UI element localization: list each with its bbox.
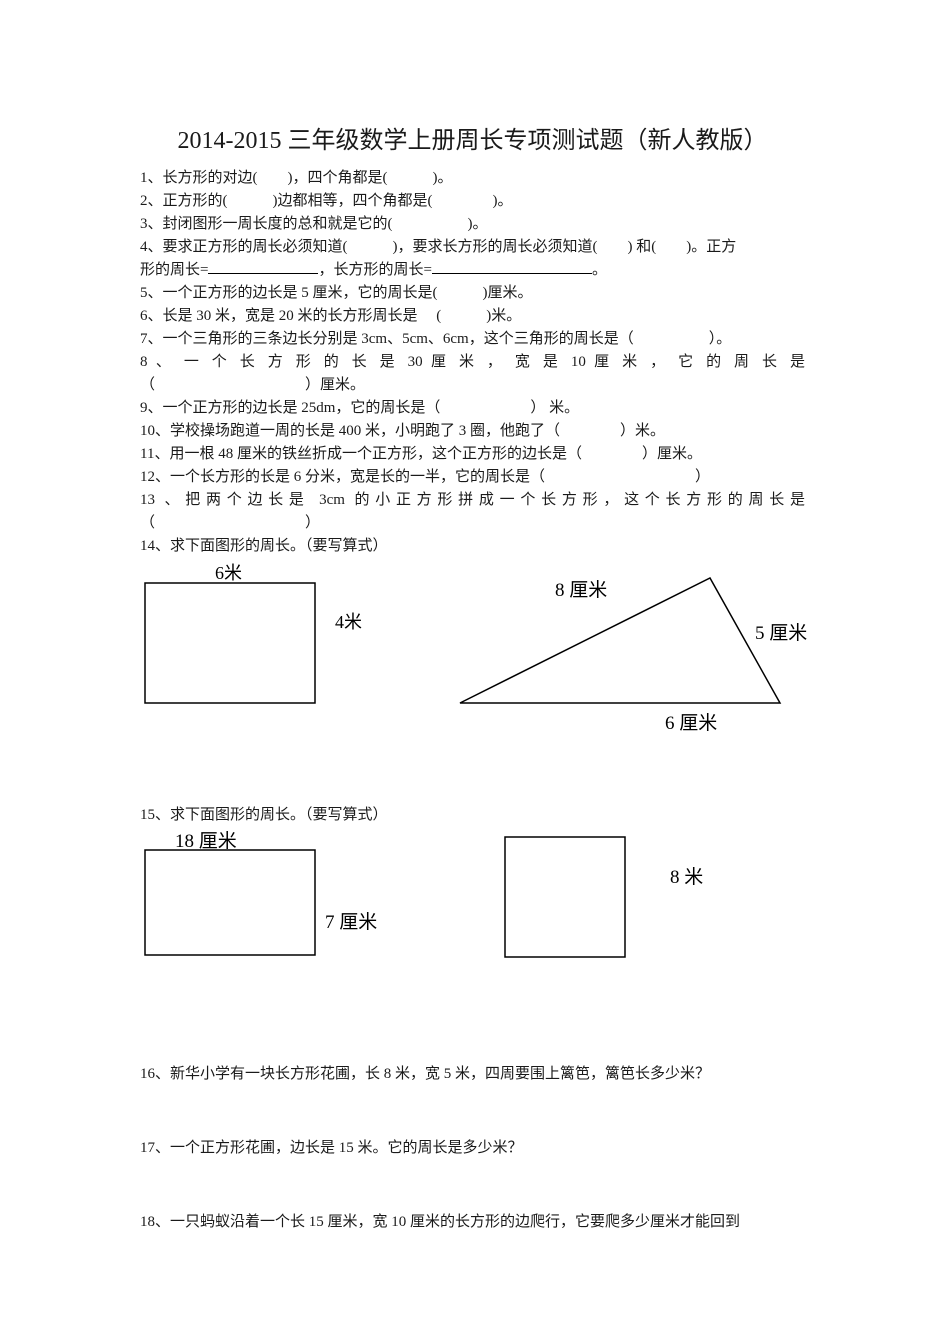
question-2: 2、正方形的( )边都相等，四个角都是( )。 xyxy=(140,190,805,212)
question-9: 9、一个正方形的边长是 25dm，它的周长是（ ） 米。 xyxy=(140,397,805,419)
question-12: 12、一个长方形的长是 6 分米，宽是长的一半，它的周长是（ ） xyxy=(140,466,805,488)
rectangle-figure-15a: 18 厘米 7 厘米 xyxy=(140,832,400,982)
question-15: 15、求下面图形的周长。（要写算式） xyxy=(140,804,805,826)
question-5: 5、一个正方形的边长是 5 厘米，它的周长是( )厘米。 xyxy=(140,282,805,304)
question-6: 6、长是 30 米，宽是 20 米的长方形周长是 ( )米。 xyxy=(140,305,805,327)
question-8-line2: （ ）厘米。 xyxy=(140,374,805,396)
question-14: 14、求下面图形的周长。（要写算式） xyxy=(140,535,805,557)
square-figure-15b: 8 米 xyxy=(500,832,740,982)
tri14-bottom-label: 6 厘米 xyxy=(665,708,717,735)
spacer xyxy=(140,753,805,803)
spacer xyxy=(140,1012,805,1062)
question-3: 3、封闭图形一周长度的总和就是它的( )。 xyxy=(140,213,805,235)
rect14-right-label: 4米 xyxy=(335,608,362,634)
blank-underline xyxy=(432,259,592,274)
question-13-line1: 13 、把两个边长是 3cm 的小正方形拼成一个长方形，这个长方形的周长是 xyxy=(140,489,805,511)
figure-row-15: 18 厘米 7 厘米 8 米 xyxy=(140,832,805,982)
tri14-right-label: 5 厘米 xyxy=(755,618,815,645)
q4b-pre: 形的周长= xyxy=(140,262,208,278)
figure-row-14: 6米 4米 8 厘米 5 厘米 6 厘米 xyxy=(140,563,805,723)
triangle-figure-14: 8 厘米 5 厘米 6 厘米 xyxy=(450,563,810,723)
question-16: 16、新华小学有一块长方形花圃，长 8 米，宽 5 米，四周要围上篱笆，篱笆长多… xyxy=(140,1063,805,1085)
question-7: 7、一个三角形的三条边长分别是 3cm、5cm、6cm，这个三角形的周长是（ ）… xyxy=(140,328,805,350)
question-10: 10、学校操场跑道一周的长是 400 米，小明跑了 3 圈，他跑了（ ）米。 xyxy=(140,420,805,442)
rect15a-top-label: 18 厘米 xyxy=(175,826,237,853)
rect15a-right-label: 7 厘米 xyxy=(325,907,377,934)
question-1: 1、长方形的对边( )，四个角都是( )。 xyxy=(140,167,805,189)
question-17: 17、一个正方形花圃，边长是 15 米。它的周长是多少米？ xyxy=(140,1137,805,1159)
blank-underline xyxy=(208,259,318,274)
question-11: 11、用一根 48 厘米的铁丝折成一个正方形，这个正方形的边长是（ ）厘米。 xyxy=(140,443,805,465)
page-title: 2014-2015 三年级数学上册周长专项测试题（新人教版） xyxy=(140,120,805,155)
question-4-line2: 形的周长= ，长方形的周长= 。 xyxy=(140,259,805,281)
worksheet-page: 2014-2015 三年级数学上册周长专项测试题（新人教版） 1、长方形的对边(… xyxy=(0,0,945,1274)
q4b-post: 。 xyxy=(592,262,607,278)
rectangle-figure-14: 6米 4米 xyxy=(140,563,380,713)
rect15b-svg xyxy=(500,832,740,982)
question-4-line1: 4、要求正方形的周长必须知道( )，要求长方形的周长必须知道( ) 和( )。正… xyxy=(140,236,805,258)
question-8-line1: 8 、 一 个 长 方 形 的 长 是 30 厘 米 ， 宽 是 10 厘 米 … xyxy=(140,351,805,373)
q4b-mid: ，长方形的周长= xyxy=(318,262,431,278)
rect14-top-label: 6米 xyxy=(215,559,242,585)
question-18: 18、一只蚂蚁沿着一个长 15 厘米，宽 10 厘米的长方形的边爬行，它要爬多少… xyxy=(140,1211,805,1233)
rect15b-right-label: 8 米 xyxy=(670,862,703,889)
question-13-line2: （ ） xyxy=(140,512,805,534)
spacer xyxy=(140,1160,805,1210)
tri14-left-label: 8 厘米 xyxy=(555,575,607,602)
rect14-svg xyxy=(140,563,380,713)
spacer xyxy=(140,1086,805,1136)
